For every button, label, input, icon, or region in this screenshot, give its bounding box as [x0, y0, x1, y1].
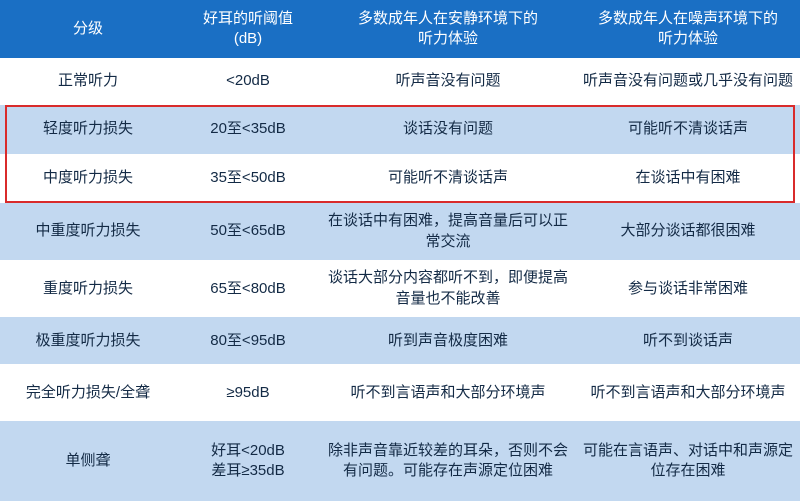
hearing-table: 分级 好耳的听阈值 (dB) 多数成年人在安静环境下的 听力体验 多数成年人在噪…: [0, 0, 800, 501]
cell-threshold: 好耳<20dB 差耳≥35dB: [176, 421, 320, 501]
table-row: 完全听力损失/全聋≥95dB听不到言语声和大部分环境声听不到言语声和大部分环境声: [0, 364, 800, 421]
cell-threshold: 35至<50dB: [176, 154, 320, 203]
table-row: 轻度听力损失20至<35dB谈话没有问题可能听不清谈话声: [0, 105, 800, 154]
cell-threshold: 20至<35dB: [176, 105, 320, 154]
cell-noise: 听声音没有问题或几乎没有问题: [576, 58, 800, 105]
col-quiet: 多数成年人在安静环境下的 听力体验: [320, 0, 576, 58]
table-row: 中重度听力损失50至<65dB在谈话中有困难，提高音量后可以正常交流大部分谈话都…: [0, 203, 800, 260]
col-threshold: 好耳的听阈值 (dB): [176, 0, 320, 58]
cell-noise: 听不到谈话声: [576, 317, 800, 364]
cell-quiet: 听声音没有问题: [320, 58, 576, 105]
cell-grade: 重度听力损失: [0, 260, 176, 317]
cell-quiet: 听到声音极度困难: [320, 317, 576, 364]
table-row: 重度听力损失65至<80dB谈话大部分内容都听不到，即便提高音量也不能改善参与谈…: [0, 260, 800, 317]
cell-quiet: 可能听不清谈话声: [320, 154, 576, 203]
table-wrap: 分级 好耳的听阈值 (dB) 多数成年人在安静环境下的 听力体验 多数成年人在噪…: [0, 0, 800, 501]
table-body: 正常听力<20dB听声音没有问题听声音没有问题或几乎没有问题轻度听力损失20至<…: [0, 58, 800, 501]
cell-noise: 听不到言语声和大部分环境声: [576, 364, 800, 421]
cell-noise: 可能在言语声、对话中和声源定位存在困难: [576, 421, 800, 501]
cell-quiet: 谈话没有问题: [320, 105, 576, 154]
cell-noise: 可能听不清谈话声: [576, 105, 800, 154]
cell-threshold: 80至<95dB: [176, 317, 320, 364]
table-row: 正常听力<20dB听声音没有问题听声音没有问题或几乎没有问题: [0, 58, 800, 105]
header-row: 分级 好耳的听阈值 (dB) 多数成年人在安静环境下的 听力体验 多数成年人在噪…: [0, 0, 800, 58]
cell-noise: 在谈话中有困难: [576, 154, 800, 203]
col-noise: 多数成年人在噪声环境下的 听力体验: [576, 0, 800, 58]
cell-noise: 大部分谈话都很困难: [576, 203, 800, 260]
cell-grade: 中重度听力损失: [0, 203, 176, 260]
cell-threshold: ≥95dB: [176, 364, 320, 421]
cell-quiet: 听不到言语声和大部分环境声: [320, 364, 576, 421]
cell-threshold: 50至<65dB: [176, 203, 320, 260]
cell-grade: 轻度听力损失: [0, 105, 176, 154]
cell-grade: 单侧聋: [0, 421, 176, 501]
cell-grade: 完全听力损失/全聋: [0, 364, 176, 421]
cell-grade: 正常听力: [0, 58, 176, 105]
cell-grade: 极重度听力损失: [0, 317, 176, 364]
cell-quiet: 谈话大部分内容都听不到，即便提高音量也不能改善: [320, 260, 576, 317]
table-row: 中度听力损失35至<50dB可能听不清谈话声在谈话中有困难: [0, 154, 800, 203]
cell-threshold: <20dB: [176, 58, 320, 105]
cell-noise: 参与谈话非常困难: [576, 260, 800, 317]
cell-grade: 中度听力损失: [0, 154, 176, 203]
cell-quiet: 在谈话中有困难，提高音量后可以正常交流: [320, 203, 576, 260]
cell-quiet: 除非声音靠近较差的耳朵，否则不会有问题。可能存在声源定位困难: [320, 421, 576, 501]
cell-threshold: 65至<80dB: [176, 260, 320, 317]
table-row: 极重度听力损失80至<95dB听到声音极度困难听不到谈话声: [0, 317, 800, 364]
col-grade: 分级: [0, 0, 176, 58]
table-row: 单侧聋好耳<20dB 差耳≥35dB除非声音靠近较差的耳朵，否则不会有问题。可能…: [0, 421, 800, 501]
